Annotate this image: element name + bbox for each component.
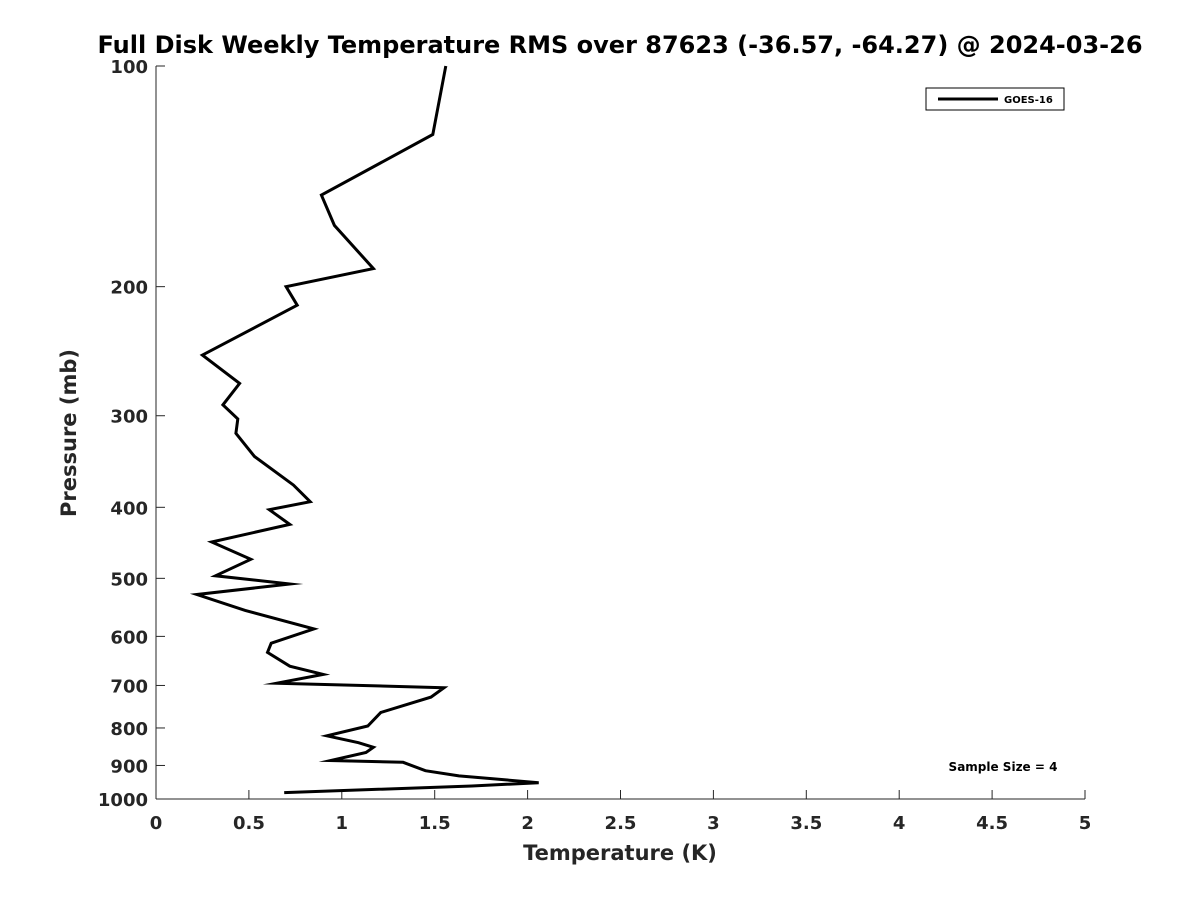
x-tick-label: 5 [1079,813,1092,834]
x-tick-label: 2 [521,813,534,834]
x-axis: 0 0.5 1 1.5 2 2.5 3 3.5 4 4.5 5 [150,790,1092,834]
y-tick-label: 200 [110,278,148,299]
legend: GOES-16 [925,87,1065,111]
x-tick-label: 1.5 [419,813,451,834]
x-tick-label: 3 [707,813,720,834]
x-tick-label: 4.5 [976,813,1008,834]
x-tick-label: 0 [150,813,163,834]
series-layer [189,65,539,795]
legend-label-goes-16: GOES-16 [1004,95,1053,106]
y-axis: 100 200 300 400 500 600 700 800 900 1000 [98,57,165,811]
y-tick-label: 600 [110,627,148,648]
y-tick-label: 1000 [98,790,148,811]
y-tick-label: 500 [110,569,148,590]
sample-size-annotation: Sample Size = 4 [949,760,1058,774]
x-tick-label: 4 [893,813,906,834]
y-tick-label: 100 [110,57,148,78]
plot-area [156,66,1085,799]
x-tick-label: 3.5 [790,813,822,834]
x-axis-label: Temperature (K) [523,841,717,865]
y-tick-label: 800 [110,719,148,740]
y-axis-label: Pressure (mb) [57,349,81,517]
x-tick-label: 2.5 [605,813,637,834]
y-tick-label: 400 [110,498,148,519]
y-tick-label: 900 [110,756,148,777]
x-tick-label: 0.5 [233,813,265,834]
x-tick-label: 1 [336,813,349,834]
chart-title: Full Disk Weekly Temperature RMS over 87… [97,31,1142,59]
y-tick-label: 300 [110,407,148,428]
y-tick-label: 700 [110,676,148,697]
series-line-goes-16 [189,65,539,795]
